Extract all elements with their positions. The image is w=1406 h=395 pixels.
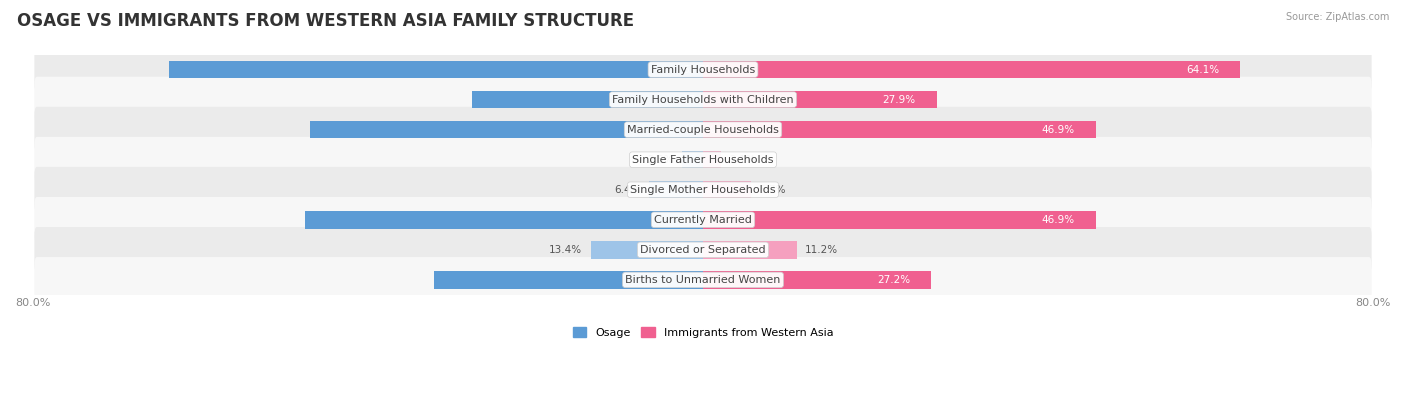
FancyBboxPatch shape: [34, 137, 1372, 182]
Bar: [434, 271, 703, 289]
Bar: [591, 241, 703, 259]
Text: 27.9%: 27.9%: [883, 94, 915, 105]
Bar: [682, 151, 703, 168]
Bar: [703, 151, 721, 168]
FancyBboxPatch shape: [34, 77, 1372, 122]
Bar: [703, 61, 1240, 78]
Text: 11.2%: 11.2%: [806, 245, 838, 255]
FancyBboxPatch shape: [34, 257, 1372, 303]
Text: 27.2%: 27.2%: [877, 275, 910, 285]
Text: Family Households: Family Households: [651, 64, 755, 75]
FancyBboxPatch shape: [34, 167, 1372, 213]
Bar: [703, 121, 1095, 138]
FancyBboxPatch shape: [34, 197, 1372, 243]
FancyBboxPatch shape: [34, 227, 1372, 273]
Bar: [650, 181, 703, 198]
Bar: [703, 241, 797, 259]
Text: Single Mother Households: Single Mother Households: [630, 185, 776, 195]
Text: Births to Unmarried Women: Births to Unmarried Women: [626, 275, 780, 285]
Bar: [703, 211, 1095, 229]
Text: 5.7%: 5.7%: [759, 185, 786, 195]
Bar: [169, 61, 703, 78]
Text: Married-couple Households: Married-couple Households: [627, 125, 779, 135]
Bar: [703, 91, 936, 108]
Text: 47.5%: 47.5%: [682, 215, 716, 225]
Text: 2.5%: 2.5%: [647, 155, 673, 165]
Text: 27.6%: 27.6%: [682, 94, 716, 105]
Bar: [703, 181, 751, 198]
Bar: [305, 211, 703, 229]
Bar: [311, 121, 703, 138]
Text: 64.1%: 64.1%: [1187, 64, 1219, 75]
Text: 46.9%: 46.9%: [1042, 215, 1076, 225]
Text: Family Households with Children: Family Households with Children: [612, 94, 794, 105]
FancyBboxPatch shape: [34, 47, 1372, 92]
Text: Currently Married: Currently Married: [654, 215, 752, 225]
Text: Divorced or Separated: Divorced or Separated: [640, 245, 766, 255]
Text: Source: ZipAtlas.com: Source: ZipAtlas.com: [1285, 12, 1389, 22]
Text: 6.4%: 6.4%: [614, 185, 641, 195]
Text: 46.9%: 46.9%: [1042, 125, 1076, 135]
Text: Single Father Households: Single Father Households: [633, 155, 773, 165]
Bar: [472, 91, 703, 108]
FancyBboxPatch shape: [34, 107, 1372, 152]
Text: 63.7%: 63.7%: [682, 64, 716, 75]
Text: 46.9%: 46.9%: [682, 125, 716, 135]
Text: 32.1%: 32.1%: [682, 275, 716, 285]
Legend: Osage, Immigrants from Western Asia: Osage, Immigrants from Western Asia: [568, 323, 838, 342]
Text: 13.4%: 13.4%: [550, 245, 582, 255]
Text: OSAGE VS IMMIGRANTS FROM WESTERN ASIA FAMILY STRUCTURE: OSAGE VS IMMIGRANTS FROM WESTERN ASIA FA…: [17, 12, 634, 30]
Bar: [703, 271, 931, 289]
Text: 2.1%: 2.1%: [728, 155, 755, 165]
